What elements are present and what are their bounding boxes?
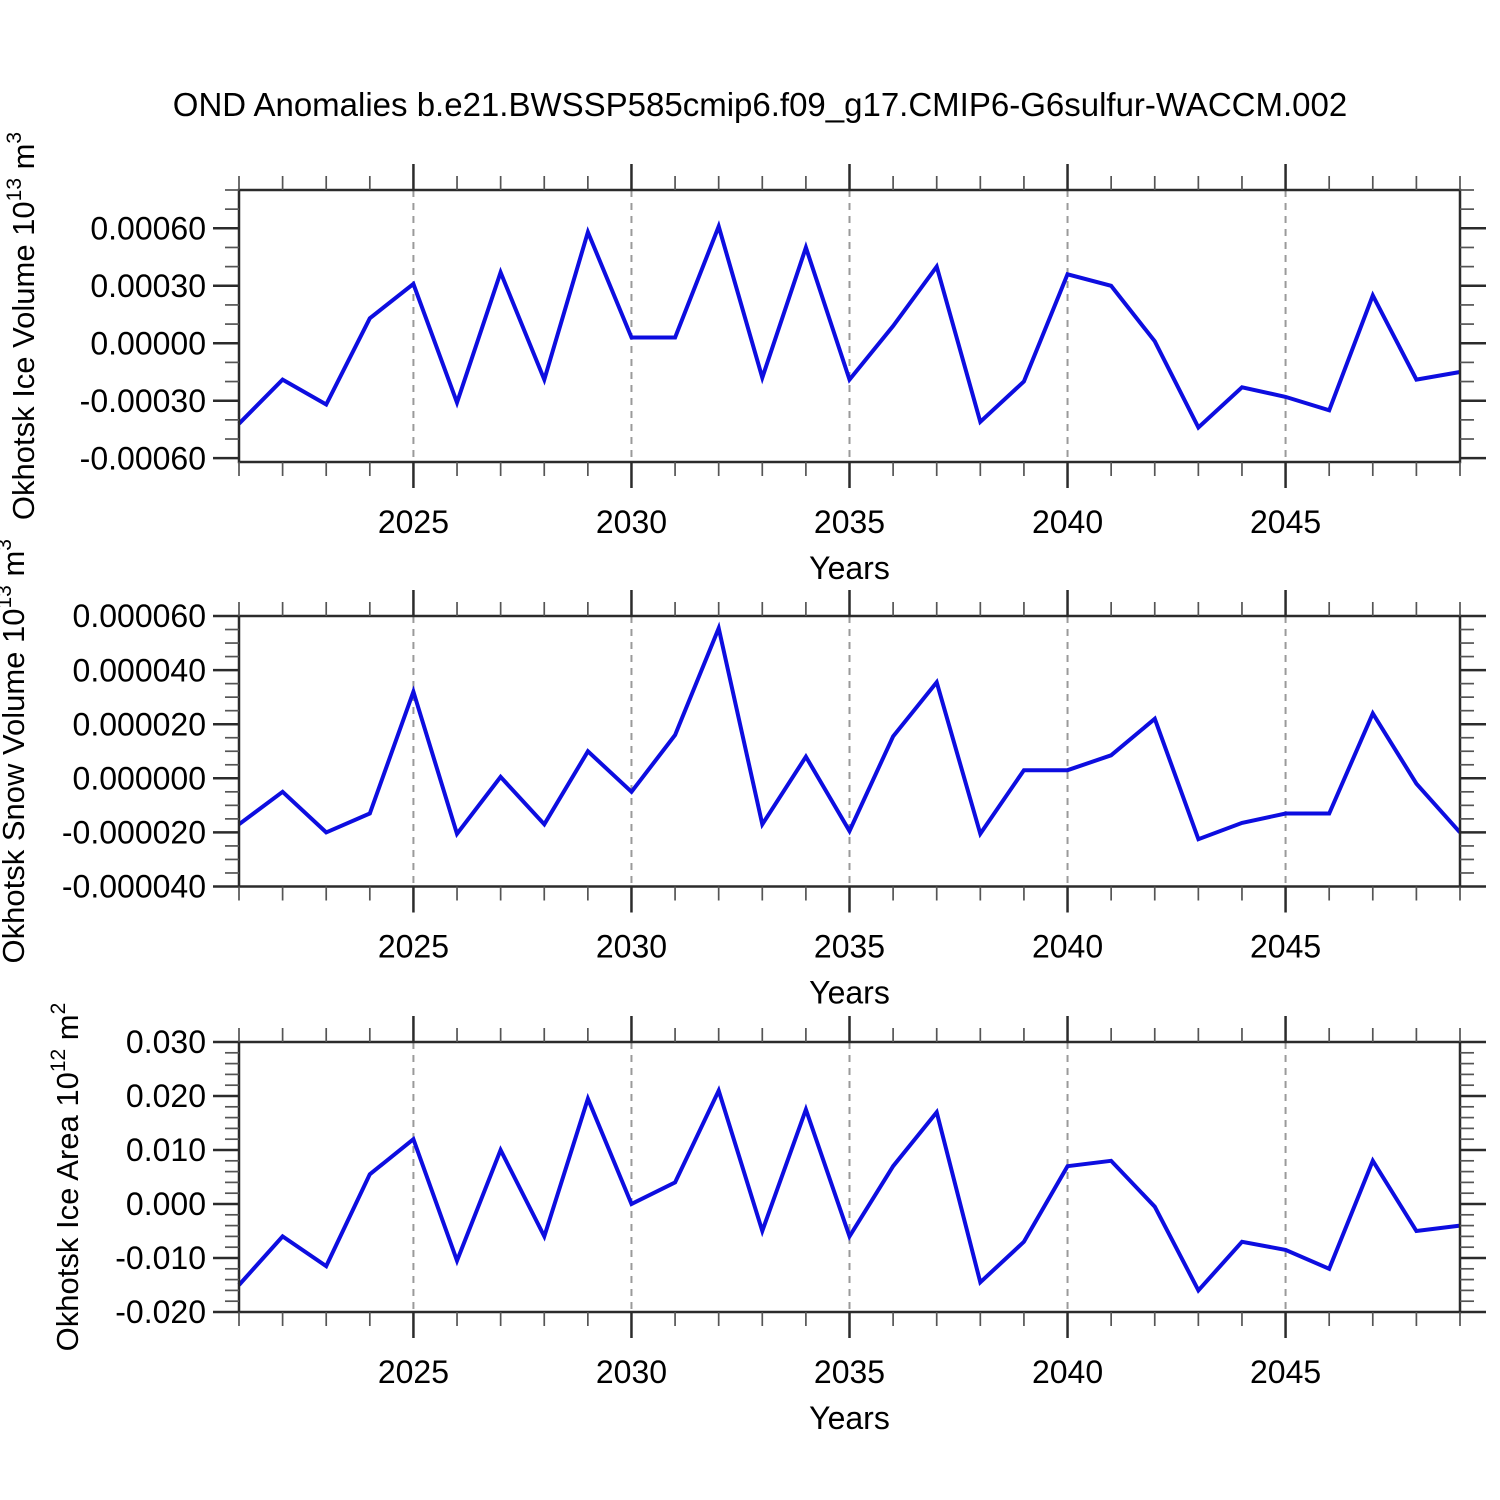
y-tick-label: 0.030 <box>126 1024 206 1060</box>
y-axis-title-okhotsk-ice-volume: Okhotsk Ice Volume 1013 m3 <box>3 132 41 520</box>
x-tick-label: 2030 <box>596 504 667 540</box>
superscript: 2 <box>47 1003 70 1015</box>
x-tick-label: 2035 <box>814 1354 885 1390</box>
x-tick-label: 2045 <box>1250 504 1321 540</box>
y-tick-label: -0.020 <box>115 1294 206 1330</box>
x-tick-label: 2035 <box>814 929 885 965</box>
x-axis-title: Years <box>809 975 890 1011</box>
data-line-okhotsk-ice-area <box>237 1085 1461 1294</box>
x-tick-label: 2040 <box>1032 1354 1103 1390</box>
y-axis-title-okhotsk-snow-volume: Okhotsk Snow Volume 1013 m3 <box>0 539 31 963</box>
gridlines <box>412 616 1287 887</box>
axis-ticks <box>213 1016 1486 1338</box>
data-line-okhotsk-ice-volume <box>237 220 1461 431</box>
axis-ticks <box>213 164 1486 488</box>
y-axis-title-okhotsk-ice-area: Okhotsk Ice Area 1012 m2 <box>47 1003 85 1352</box>
data-line-okhotsk-snow-volume <box>237 621 1462 842</box>
panel-okhotsk-ice-volume: -0.00060 -0.00030 0.00000 0.00030 0.00060 202… <box>3 132 1486 586</box>
y-tick-label: -0.010 <box>115 1240 206 1276</box>
y-tick-label: 0.00060 <box>90 211 206 247</box>
y-tick-label: 0.000000 <box>73 761 206 797</box>
superscript: 12 <box>47 1049 70 1072</box>
y-tick-label: 0.00000 <box>90 325 206 361</box>
x-tick-labels: 2025 2030 2035 2040 2045 <box>378 1354 1321 1390</box>
y-tick-labels: -0.00060 -0.00030 0.00000 0.00030 0.00060 <box>80 211 206 477</box>
x-tick-labels: 2025 2030 2035 2040 2045 <box>378 504 1321 540</box>
axis-ticks <box>213 590 1486 913</box>
superscript: 3 <box>0 539 16 551</box>
x-tick-label: 2025 <box>378 929 449 965</box>
x-tick-label: 2025 <box>378 1354 449 1390</box>
panel-okhotsk-snow-volume: -0.000040 -0.000020 0.000000 0.000020 0.0000… <box>0 539 1486 1011</box>
gridlines <box>412 190 1287 462</box>
superscript: 13 <box>0 585 16 608</box>
y-tick-label: 0.000060 <box>73 598 206 634</box>
x-tick-label: 2045 <box>1250 1354 1321 1390</box>
x-axis-title: Years <box>809 550 890 586</box>
gridlines <box>412 1042 1287 1312</box>
x-tick-label: 2030 <box>596 1354 667 1390</box>
y-tick-label: -0.000020 <box>62 815 206 851</box>
y-tick-label: 0.00030 <box>90 268 206 304</box>
x-axis-title: Years <box>809 1400 890 1436</box>
y-tick-label: -0.00030 <box>80 383 206 419</box>
x-tick-label: 2025 <box>378 504 449 540</box>
y-tick-label: 0.000 <box>126 1186 206 1222</box>
y-tick-label: -0.00060 <box>80 440 206 476</box>
y-tick-label: 0.000040 <box>73 652 206 688</box>
y-tick-label: 0.010 <box>126 1132 206 1168</box>
y-tick-labels: -0.020 -0.010 0.000 0.010 0.020 0.030 <box>115 1024 206 1330</box>
x-tick-label: 2040 <box>1032 929 1103 965</box>
y-tick-labels: -0.000040 -0.000020 0.000000 0.000020 0.0000… <box>62 598 206 905</box>
chart-title: OND Anomalies b.e21.BWSSP585cmip6.f09_g1… <box>173 86 1347 123</box>
superscript: 3 <box>3 132 26 144</box>
y-tick-label: -0.000040 <box>62 869 206 905</box>
x-tick-labels: 2025 2030 2035 2040 2045 <box>378 929 1321 965</box>
superscript: 13 <box>3 178 26 201</box>
y-tick-label: 0.000020 <box>73 706 206 742</box>
panel-okhotsk-ice-area: -0.020 -0.010 0.000 0.010 0.020 0.030 2025 2030… <box>47 1003 1486 1436</box>
x-tick-label: 2035 <box>814 504 885 540</box>
y-tick-label: 0.020 <box>126 1078 206 1114</box>
x-tick-label: 2045 <box>1250 929 1321 965</box>
x-tick-label: 2040 <box>1032 504 1103 540</box>
x-tick-label: 2030 <box>596 929 667 965</box>
